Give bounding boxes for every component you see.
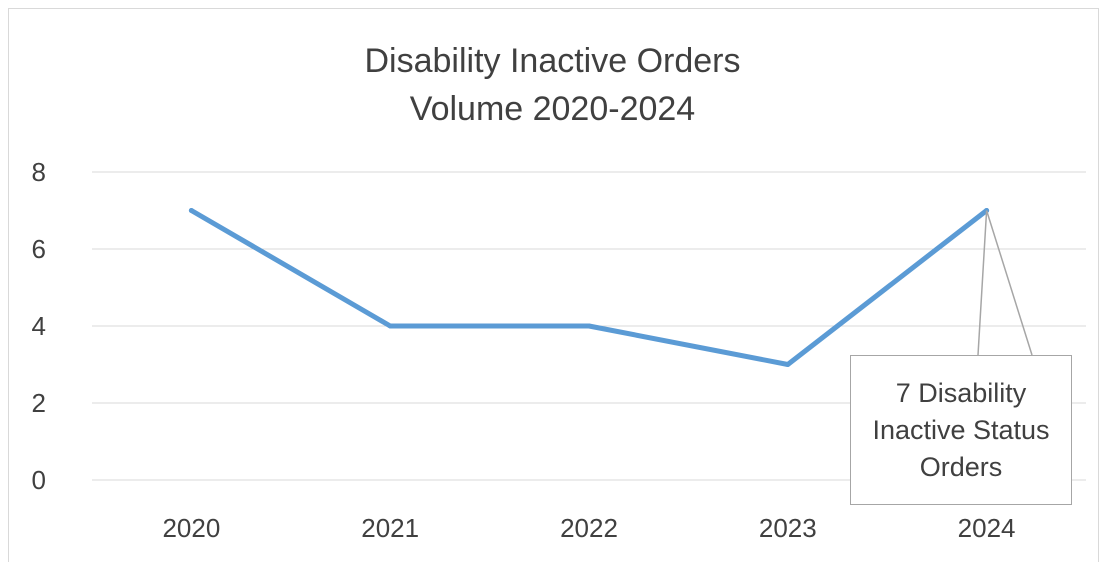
- y-tick-label-8: 8: [32, 157, 46, 187]
- data-point-2022: [586, 323, 592, 329]
- x-tick-label-2022: 2022: [560, 513, 618, 543]
- callout-leader: [977, 210, 1033, 356]
- callout-leader-line: [977, 210, 1033, 356]
- y-tick-label-0: 0: [32, 465, 46, 495]
- x-tick-label-2020: 2020: [162, 513, 220, 543]
- y-tick-label-2: 2: [32, 388, 46, 418]
- chart-title-line1: Disability Inactive Orders: [364, 42, 741, 80]
- data-point-2023: [785, 362, 791, 367]
- x-tick-label-2021: 2021: [361, 513, 419, 543]
- series-line-layer: [188, 208, 990, 367]
- x-tick-label-2023: 2023: [759, 513, 817, 543]
- data-point-2021: [387, 323, 393, 329]
- data-callout: 7 Disability Inactive Status Orders: [850, 355, 1072, 505]
- y-tick-label-6: 6: [32, 234, 46, 264]
- y-tick-label-4: 4: [32, 311, 46, 341]
- x-tick-label-2024: 2024: [958, 513, 1016, 543]
- series-line: [188, 208, 990, 367]
- y-axis-ticks: 0 2 4 6 8: [32, 157, 46, 495]
- chart-title-line2: Volume 2020-2024: [409, 90, 696, 128]
- x-axis-ticks: 2020 2021 2022 2023 2024: [162, 513, 1015, 543]
- data-point-2020: [188, 208, 194, 213]
